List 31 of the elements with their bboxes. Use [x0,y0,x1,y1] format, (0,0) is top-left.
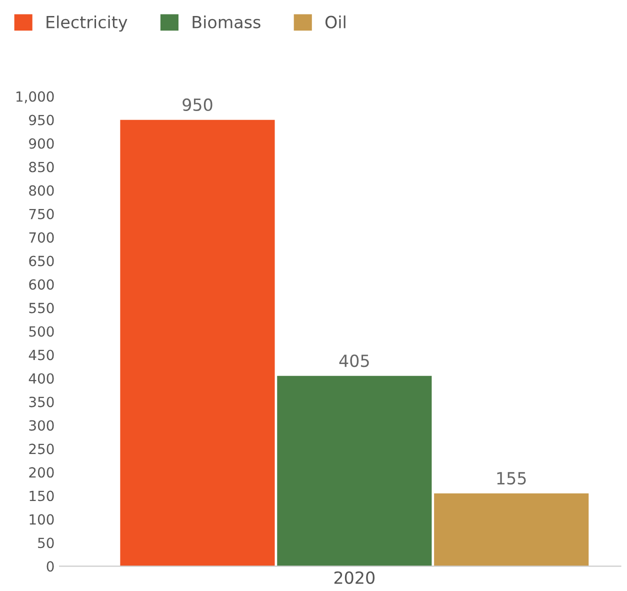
y-tick-label: 800 [29,185,54,196]
bar [434,493,589,566]
legend-label: Biomass [192,16,260,28]
y-tick-label: 950 [29,114,54,126]
data-label: 405 [339,354,369,368]
data-label: 155 [497,472,526,485]
legend-label: Oil [325,16,346,28]
bar [277,376,432,566]
y-tick-label: 400 [28,373,54,384]
data-label: 950 [182,98,212,112]
y-tick-label: 850 [29,162,54,172]
y-tick-label: 450 [28,350,54,360]
y-tick-label: 100 [30,514,54,525]
y-tick-label: 500 [29,326,54,337]
x-tick-label: 2020 [334,571,375,584]
y-tick-label: 300 [29,420,54,431]
y-tick-label: 550 [29,302,54,314]
legend-label: Electricity [46,16,128,32]
bar [120,120,275,566]
y-tick-label: 650 [29,256,54,266]
y-tick-label: 600 [29,279,54,290]
y-tick-label: 700 [29,232,54,243]
y-tick-label: 1,000 [16,91,54,104]
y-tick-label: 750 [29,208,54,220]
y-tick-label: 250 [29,444,54,454]
y-tick-label: 150 [30,490,54,502]
y-tick-label: 350 [29,396,54,408]
y-tick-label: 0 [46,561,54,572]
y-tick-label: 900 [29,138,54,149]
y-tick-label: 200 [29,467,54,478]
y-tick-label: 50 [38,538,54,548]
